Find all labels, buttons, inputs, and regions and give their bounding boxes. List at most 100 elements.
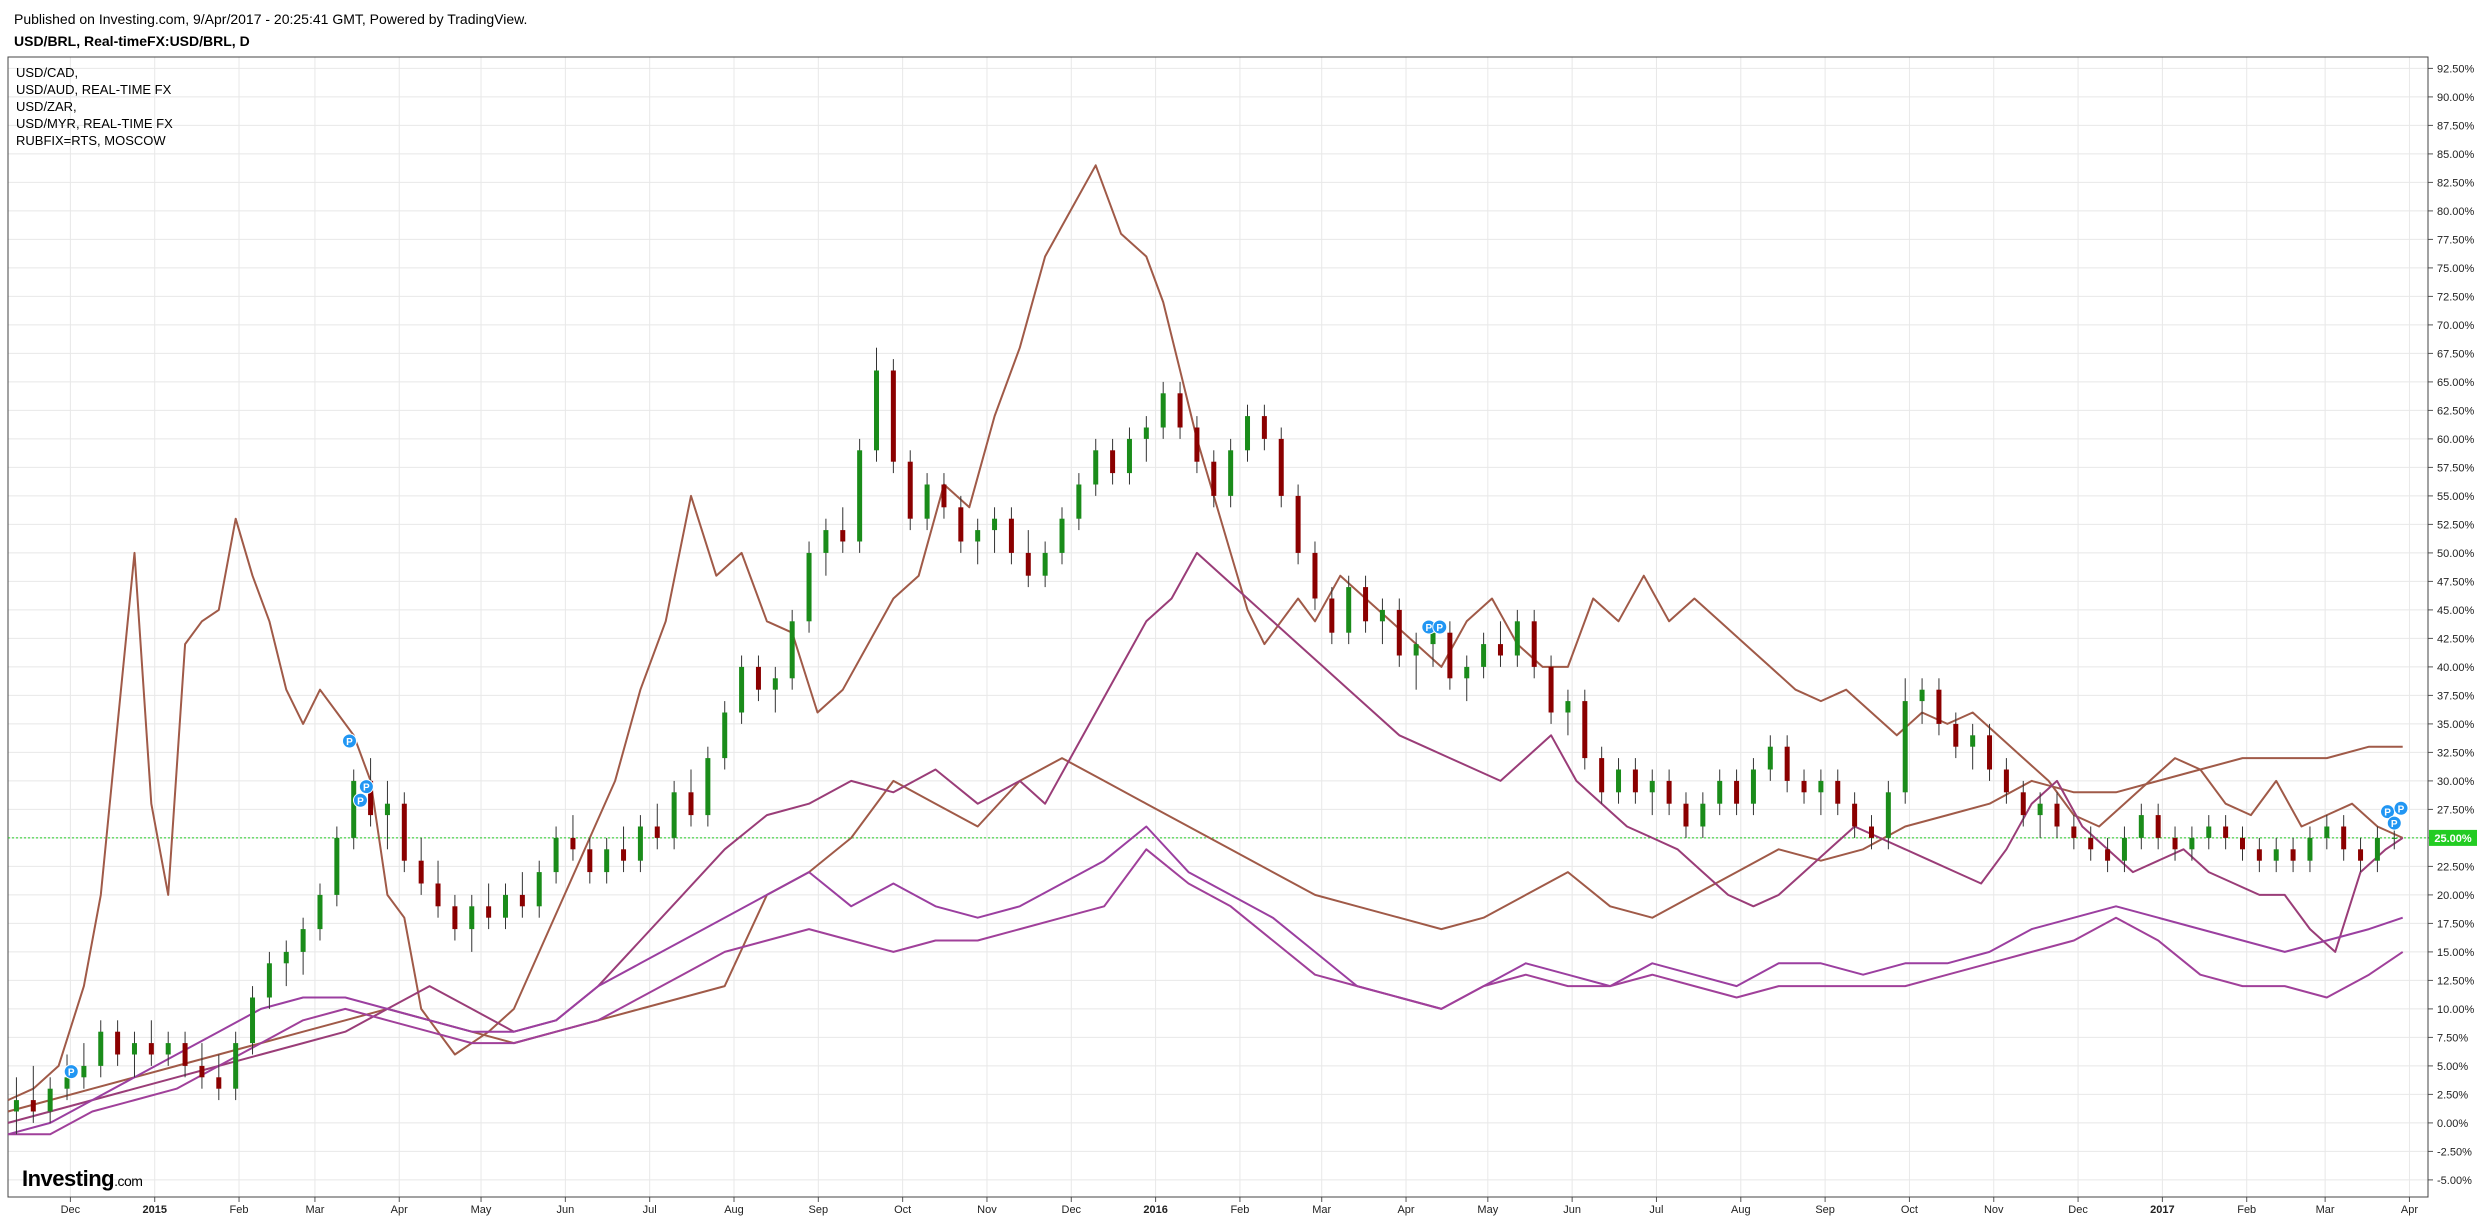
- x-tick-label: May: [471, 1204, 492, 1216]
- candle-body: [1632, 769, 1638, 793]
- candle-body: [1767, 746, 1773, 770]
- y-tick-label: 72.50%: [2437, 291, 2475, 303]
- candle-body: [1261, 416, 1267, 439]
- x-tick-label: Aug: [724, 1204, 744, 1216]
- candle-body: [131, 1043, 137, 1055]
- candle-body: [907, 461, 913, 519]
- candle-body: [2037, 803, 2043, 816]
- chart-header: Published on Investing.com, 9/Apr/2017 -…: [14, 10, 527, 50]
- candle-body: [47, 1088, 53, 1112]
- x-tick-label: 2016: [1143, 1204, 1167, 1216]
- candle-body: [1683, 803, 1689, 827]
- candle-body: [924, 484, 930, 519]
- x-tick-label: Jul: [643, 1204, 657, 1216]
- candle-body: [2054, 803, 2060, 827]
- y-tick-label: 65.00%: [2437, 377, 2475, 389]
- y-tick-label: 2.50%: [2437, 1089, 2468, 1101]
- candle-body: [2020, 792, 2026, 816]
- investing-logo: Investing.com: [22, 1166, 143, 1192]
- candle-body: [1413, 644, 1419, 656]
- candle-body: [233, 1043, 239, 1089]
- candle-body: [840, 530, 846, 542]
- candle-body: [418, 860, 424, 884]
- candle-body: [2172, 837, 2178, 850]
- candle-body: [654, 826, 660, 838]
- x-tick-label: May: [1477, 1204, 1498, 1216]
- y-tick-label: 87.50%: [2437, 120, 2475, 132]
- candle-body: [2155, 815, 2161, 838]
- candle-body: [1902, 701, 1908, 793]
- candle-body: [1970, 735, 1976, 747]
- candle-body: [2206, 826, 2212, 838]
- candle-body: [1126, 438, 1132, 474]
- y-tick-label: 45.00%: [2437, 605, 2475, 617]
- legend-entry: USD/MYR, REAL-TIME FX: [16, 116, 173, 131]
- y-tick-label: 42.50%: [2437, 633, 2475, 645]
- candle-body: [13, 1100, 19, 1112]
- candle-body: [64, 1077, 70, 1089]
- logo-suffix: .com: [114, 1173, 143, 1189]
- candle-body: [739, 666, 745, 713]
- y-tick-label: 32.50%: [2437, 747, 2475, 759]
- symbol-title: USD/BRL, Real-timeFX:USD/BRL, D: [14, 33, 250, 49]
- marker-label: P: [1425, 623, 1432, 634]
- y-tick-label: 75.00%: [2437, 263, 2475, 275]
- x-tick-label: Aug: [1731, 1204, 1751, 1216]
- candle-body: [486, 906, 492, 918]
- x-tick-label: Jun: [556, 1204, 574, 1216]
- logo-main: Investing: [22, 1166, 115, 1191]
- y-tick-label: 82.50%: [2437, 177, 2475, 189]
- candle-body: [755, 666, 761, 690]
- published-caption: Published on Investing.com, 9/Apr/2017 -…: [14, 11, 528, 27]
- candle-body: [1700, 803, 1706, 827]
- candle-body: [1464, 666, 1470, 679]
- candle-body: [1599, 758, 1605, 793]
- candle-body: [2071, 826, 2077, 838]
- legend-entry: USD/AUD, REAL-TIME FX: [16, 82, 172, 97]
- candle-body: [2105, 849, 2111, 861]
- y-tick-label: 20.00%: [2437, 890, 2475, 902]
- x-tick-label: Sep: [1815, 1204, 1835, 1216]
- candle-body: [2391, 837, 2397, 839]
- candle-body: [1835, 780, 1841, 804]
- candle-body: [452, 906, 458, 930]
- candle-body: [2290, 849, 2296, 861]
- marker-pin: [2393, 800, 2409, 816]
- candle-body: [1953, 723, 1959, 747]
- x-tick-label: Mar: [305, 1204, 324, 1216]
- candle-body: [165, 1043, 171, 1055]
- y-tick-label: 77.50%: [2437, 234, 2475, 246]
- y-tick-label: 50.00%: [2437, 548, 2475, 560]
- candle-body: [1160, 393, 1166, 428]
- candle-body: [98, 1031, 104, 1066]
- candle-body: [941, 484, 947, 508]
- candle-body: [553, 837, 559, 873]
- y-tick-label: 67.50%: [2437, 348, 2475, 360]
- candle-body: [1379, 609, 1385, 622]
- marker-label: P: [1436, 623, 1443, 634]
- y-tick-label: 70.00%: [2437, 320, 2475, 332]
- candles: [13, 347, 2397, 1135]
- series-line-3: [7, 825, 2404, 1136]
- x-tick-label: Nov: [1984, 1204, 2004, 1216]
- marker-pin: [2386, 815, 2402, 831]
- y-tick-label: 22.50%: [2437, 861, 2475, 873]
- candle-body: [435, 883, 441, 907]
- candle-body: [368, 780, 374, 816]
- x-tick-label: Jun: [1563, 1204, 1581, 1216]
- candle-body: [1582, 701, 1588, 759]
- x-tick-label: Apr: [2401, 1204, 2418, 1216]
- marker-label: P: [2391, 819, 2398, 830]
- candle-body: [1059, 518, 1065, 553]
- candle-body: [519, 894, 525, 907]
- candle-body: [2189, 837, 2195, 850]
- candle-body: [81, 1065, 87, 1078]
- x-tick-label: Apr: [391, 1204, 408, 1216]
- candle-body: [975, 530, 981, 542]
- y-tick-label: -5.00%: [2437, 1175, 2472, 1187]
- candle-body: [1531, 621, 1537, 667]
- candle-body: [2088, 837, 2094, 850]
- candle-body: [992, 518, 998, 531]
- candle-body: [1076, 484, 1082, 519]
